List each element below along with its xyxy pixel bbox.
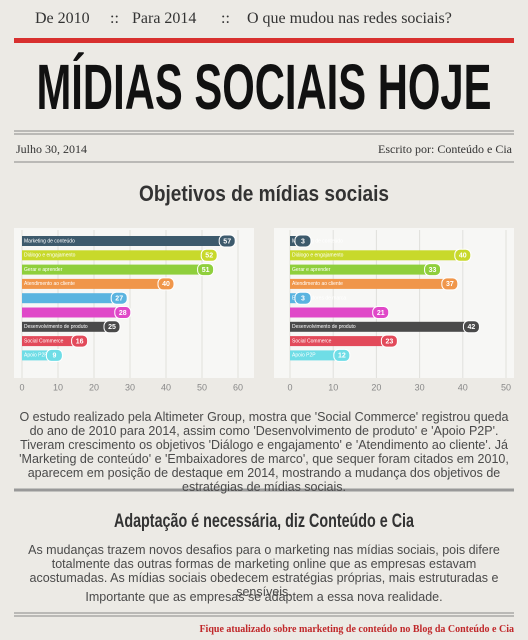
- value-bubble: [454, 248, 472, 262]
- category-label: Gerar e aprender: [292, 267, 331, 273]
- bar: [22, 336, 80, 347]
- bar: [290, 336, 390, 347]
- section-title: Objetivos de mídias sociais: [139, 181, 389, 206]
- value-label: 33: [429, 267, 437, 274]
- value-label: 25: [108, 324, 116, 331]
- x-tick-label: 40: [161, 382, 171, 392]
- bar: [22, 293, 120, 304]
- value-bubble: [114, 306, 132, 319]
- value-label: 28: [119, 310, 127, 317]
- category-label: Embaixadores de marca: [292, 296, 346, 302]
- x-tick-label: 30: [125, 382, 135, 392]
- value-bubble: [424, 263, 442, 277]
- value-label: 37: [446, 281, 454, 288]
- x-tick-label: 20: [371, 382, 381, 392]
- bar: [22, 278, 166, 289]
- paragraph: Importante que as empresas se adaptem a …: [85, 590, 443, 604]
- category-label: Diálogo e engajamento: [292, 253, 344, 259]
- value-bubble: [197, 263, 215, 277]
- category-label: Social Commerce: [24, 338, 64, 344]
- category-label: Desenvolvimento de produto: [292, 324, 356, 330]
- value-bubble: [294, 291, 312, 305]
- category-label: Apoio P2P: [24, 353, 48, 359]
- bar: [290, 350, 342, 361]
- value-bubble: [218, 234, 236, 248]
- header-from: De 2010: [35, 10, 90, 27]
- date: Julho 30, 2014: [16, 142, 88, 156]
- x-tick-label: 50: [501, 382, 511, 392]
- value-bubble: [71, 334, 89, 348]
- x-tick-label: 60: [233, 382, 243, 392]
- category-label: Marketing de conteúdo: [24, 238, 75, 244]
- x-tick-label: 10: [53, 382, 63, 392]
- value-bubble: [333, 348, 351, 362]
- value-bubble: [294, 234, 312, 248]
- value-label: 12: [338, 353, 346, 360]
- header-topic: O que mudou nas redes sociais?: [247, 10, 452, 27]
- category-label: Apoio P2P: [292, 353, 316, 359]
- x-tick-label: 50: [197, 382, 207, 392]
- value-label: 51: [202, 267, 210, 274]
- main-title: MÍDIAS SOCIAIS HOJE: [37, 51, 492, 123]
- x-tick-label: 0: [19, 382, 24, 392]
- x-tick-label: 40: [458, 382, 468, 392]
- section-title: Adaptação é necessária, diz Conteúdo e C…: [114, 511, 414, 532]
- value-bubble: [103, 320, 121, 334]
- value-bubble: [110, 291, 128, 305]
- x-tick-label: 0: [287, 382, 292, 392]
- bar: [22, 307, 123, 318]
- value-bubble: [45, 348, 63, 362]
- category-label: Social Commerce: [292, 338, 332, 344]
- value-bubble: [441, 277, 459, 291]
- header-separator: ::: [221, 10, 230, 27]
- value-label: 23: [385, 338, 393, 345]
- bar: [290, 250, 463, 261]
- author: Escrito por: Conteúdo e Cia: [378, 142, 512, 156]
- bar: [290, 264, 433, 275]
- header-separator: ::: [110, 10, 119, 27]
- bar: [290, 321, 472, 332]
- bar: [290, 278, 450, 289]
- value-label: 27: [115, 296, 123, 303]
- bar: [22, 321, 112, 332]
- value-label: 52: [205, 253, 213, 260]
- value-label: 57: [223, 238, 231, 245]
- bar: [22, 264, 206, 275]
- value-label: 42: [468, 324, 476, 331]
- value-bubble: [157, 277, 175, 291]
- category-label: Desenvolvimento de produto: [24, 324, 88, 330]
- value-label: 3: [301, 238, 305, 245]
- value-bubble: [462, 320, 480, 334]
- value-bubble: [372, 306, 390, 319]
- x-tick-label: 10: [328, 382, 338, 392]
- header-to: Para 2014: [132, 10, 197, 27]
- footer: Fique atualizado sobre marketing de cont…: [199, 624, 514, 635]
- value-label: 3: [301, 296, 305, 303]
- bar: [22, 236, 228, 246]
- paragraph: As mudanças trazem novos desafios para o…: [28, 543, 500, 599]
- bar: [22, 350, 55, 361]
- category-label: Marketing de conteúdo: [292, 238, 343, 244]
- category-label: Gerar e aprender: [24, 267, 63, 273]
- value-label: 40: [162, 281, 170, 288]
- category-label: Atendimento ao cliente: [24, 281, 75, 287]
- paragraph: O estudo realizado pela Altimeter Group,…: [19, 410, 509, 494]
- red-rule: [14, 38, 514, 43]
- value-bubble: [200, 248, 218, 262]
- value-label: 40: [459, 253, 467, 260]
- category-label: Atendimento ao cliente: [292, 281, 343, 287]
- category-label: Diálogo e engajamento: [24, 253, 76, 259]
- bar: [22, 250, 210, 261]
- x-tick-label: 30: [415, 382, 425, 392]
- x-tick-label: 20: [89, 382, 99, 392]
- value-label: 9: [52, 353, 56, 360]
- value-label: 21: [377, 310, 385, 317]
- bar: [290, 307, 381, 318]
- value-bubble: [380, 334, 398, 348]
- value-label: 16: [76, 338, 84, 345]
